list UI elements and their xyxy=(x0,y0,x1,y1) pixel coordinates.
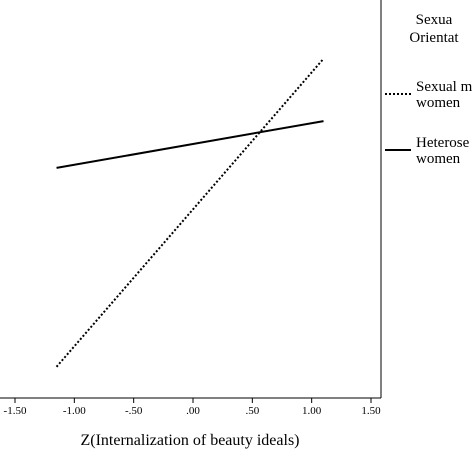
x-tick-label: .00 xyxy=(186,405,200,417)
legend-label: women xyxy=(416,151,461,167)
x-tick-label: 1.00 xyxy=(302,405,322,417)
series-line-solid xyxy=(56,120,324,169)
x-tick-label: -1.00 xyxy=(63,405,86,417)
x-tick-label: -.50 xyxy=(125,405,143,417)
legend-label: Heterose xyxy=(416,135,470,151)
plot-area: -1.50 -1.00 -.50 .00 .50 1.00 1.50 xyxy=(0,0,382,417)
x-axis-title: Z(Internalization of beauty ideals) xyxy=(80,432,299,449)
series-lines xyxy=(55,58,325,368)
legend-title: Sexua xyxy=(416,12,453,28)
legend-title: Orientat xyxy=(409,30,459,46)
x-ticks: -1.50 -1.00 -.50 .00 .50 1.00 1.50 xyxy=(4,398,381,417)
x-tick-label: -1.50 xyxy=(4,405,27,417)
legend-label: women xyxy=(416,95,461,111)
legend-label: Sexual m xyxy=(416,79,473,95)
x-tick-label: 1.50 xyxy=(361,405,381,417)
series-line-dotted xyxy=(55,58,325,368)
x-tick-label: .50 xyxy=(245,405,259,417)
